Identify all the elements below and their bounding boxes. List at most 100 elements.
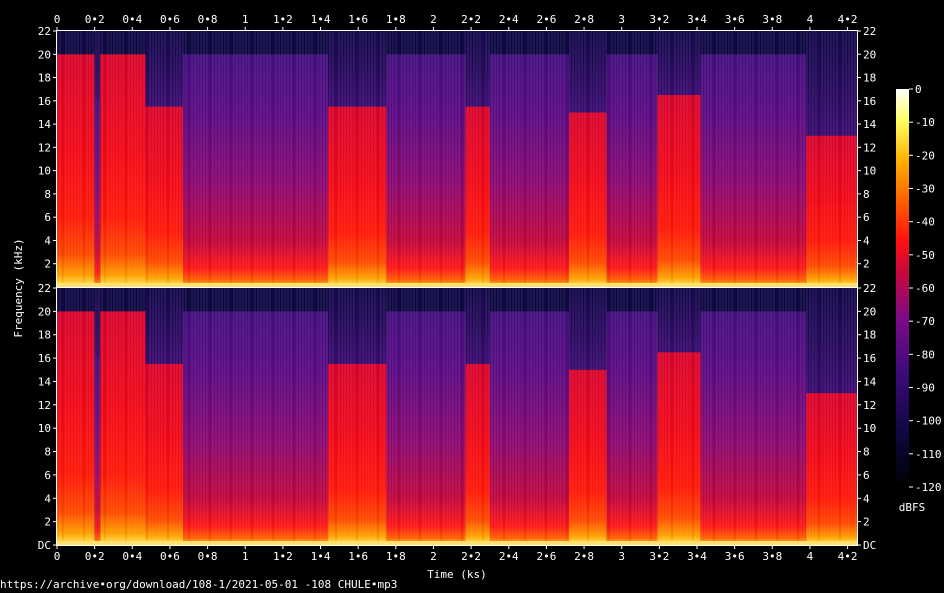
- y-tick-label-right: 16: [863, 352, 876, 365]
- x-tick-label-bottom: 3•4: [687, 550, 707, 563]
- segment-12-left-above-cutoff: [700, 31, 807, 55]
- x-tick-label-top: 1•4: [311, 13, 331, 26]
- x-tick-label-bottom: 3•8: [762, 550, 782, 563]
- y-tick-label-left: 22: [38, 282, 51, 295]
- y-tick-label-right: 8: [863, 188, 870, 201]
- x-axis-label: Time (ks): [427, 568, 487, 581]
- y-tick-label-right: 14: [863, 375, 877, 388]
- colorbar-tick-label: -60: [915, 282, 935, 295]
- segment-10-right-above-cutoff: [606, 288, 658, 312]
- segment-12-right: [700, 311, 807, 545]
- y-tick-label-left: 2: [44, 258, 51, 271]
- x-tick-label-bottom: 2•6: [536, 550, 556, 563]
- colorbar: 0 -10 -20 -30 -40 -50 -60 -70 -80 -90 -100 -110 -120: [896, 83, 942, 494]
- colorbar-tick-label: -90: [915, 382, 935, 395]
- segment-6-right-above-cutoff: [386, 288, 466, 312]
- segment-6-left: [386, 54, 466, 287]
- segment-8-left: [489, 54, 569, 287]
- channel-left-spectrogram: [56, 31, 857, 288]
- segment-11-left-above-cutoff: [657, 31, 701, 95]
- y-tick-label-left: 6: [44, 469, 51, 482]
- segment-4-right: [183, 311, 329, 545]
- segment-1-left: [94, 100, 101, 288]
- x-tick-label-bottom: 0•8: [198, 550, 218, 563]
- y-tick-label-left: 12: [38, 399, 51, 412]
- y-tick-label-right: 16: [863, 95, 876, 108]
- x-tick-label-bottom: 1: [242, 550, 249, 563]
- channel-left-texture: [56, 31, 856, 287]
- segment-9-left: [569, 112, 607, 287]
- colorbar-tick-label: -30: [915, 183, 935, 196]
- y-tick-label-right: 10: [863, 422, 876, 435]
- x-tick-label-bottom: 2•8: [574, 550, 594, 563]
- x-tick-label-bottom: 0: [54, 550, 61, 563]
- y-tick-label-right: 22: [863, 282, 876, 295]
- x-tick-label-bottom: 0•4: [122, 550, 142, 563]
- segment-2-left-above-cutoff: [100, 31, 146, 55]
- y-tick-label-left: 8: [44, 446, 51, 459]
- x-tick-label-top: 0•2: [85, 13, 105, 26]
- segment-0-left-above-cutoff: [57, 31, 95, 55]
- x-tick-label-bottom: 4•2: [838, 550, 858, 563]
- channel-right-spectrogram: [56, 288, 857, 545]
- segment-5-right-above-cutoff: [328, 288, 387, 364]
- segment-13-left-above-cutoff: [806, 31, 857, 136]
- y-tick-label-right: 10: [863, 165, 876, 178]
- segment-3-left-above-cutoff: [145, 31, 184, 107]
- y-tick-label-left: 22: [38, 25, 51, 38]
- y-tick-label-left: 18: [38, 72, 51, 85]
- segment-10-right: [606, 311, 658, 545]
- segment-1-right-above-cutoff: [94, 288, 101, 359]
- x-tick-label-bottom: 2•2: [461, 550, 481, 563]
- x-tick-label-top: 0: [54, 13, 61, 26]
- x-tick-label-top: 4: [807, 13, 814, 26]
- y-tick-label-left: 4: [44, 234, 51, 247]
- segment-2-left: [100, 54, 146, 287]
- segment-8-right: [489, 311, 569, 545]
- segment-11-right-above-cutoff: [657, 288, 701, 353]
- x-tick-label-bottom: 2: [430, 550, 437, 563]
- y-tick-label-left: 16: [38, 95, 51, 108]
- segment-5-left: [328, 106, 387, 288]
- segment-9-right-above-cutoff: [569, 288, 607, 370]
- y-tick-label-right: 12: [863, 141, 876, 154]
- y-tick-label-left: 14: [38, 375, 52, 388]
- channel-right-texture: [56, 288, 856, 545]
- y-tick-label-right: 4: [863, 234, 870, 247]
- segment-13-left: [806, 135, 857, 287]
- y-tick-label-left: 16: [38, 352, 51, 365]
- y-tick-label-left: 10: [38, 422, 51, 435]
- colorbar-tick-label: -110: [915, 448, 942, 461]
- x-tick-label-top: 1: [242, 13, 249, 26]
- y-tick-label-right: 18: [863, 72, 876, 85]
- x-tick-label-bottom: 3•2: [649, 550, 669, 563]
- x-tick-label-top: 3•2: [649, 13, 669, 26]
- x-tick-label-top: 3•4: [687, 13, 707, 26]
- y-axis-label: Frequency (kHz): [12, 238, 25, 337]
- y-tick-label-right: 20: [863, 305, 876, 318]
- segment-10-left-above-cutoff: [606, 31, 658, 55]
- y-tick-label-left: 10: [38, 165, 51, 178]
- x-tick-label-bottom: 2•4: [499, 550, 519, 563]
- segment-11-left: [657, 95, 701, 287]
- segment-4-right-above-cutoff: [183, 288, 329, 312]
- x-tick-label-bottom: 0•2: [85, 550, 105, 563]
- x-tick-label-bottom: 0•6: [160, 550, 180, 563]
- x-tick-label-bottom: 1•2: [273, 550, 293, 563]
- segment-2-right: [100, 311, 146, 545]
- segment-5-left-above-cutoff: [328, 31, 387, 107]
- x-tick-label-bottom: 1•6: [348, 550, 368, 563]
- y-tick-label-left: 4: [44, 492, 51, 505]
- y-tick-label-right: 18: [863, 329, 876, 342]
- y-tick-label-right: 8: [863, 446, 870, 459]
- y-tick-label-right: 6: [863, 211, 870, 224]
- segment-1-right: [94, 358, 101, 545]
- colorbar-tick-label: -50: [915, 249, 935, 262]
- segment-7-left-above-cutoff: [465, 31, 490, 107]
- segment-0-right-above-cutoff: [57, 288, 95, 312]
- segment-7-right-above-cutoff: [465, 288, 490, 364]
- x-tick-label-top: 4•2: [838, 13, 858, 26]
- y-tick-label-right: 2: [863, 258, 870, 271]
- segment-6-left-above-cutoff: [386, 31, 466, 55]
